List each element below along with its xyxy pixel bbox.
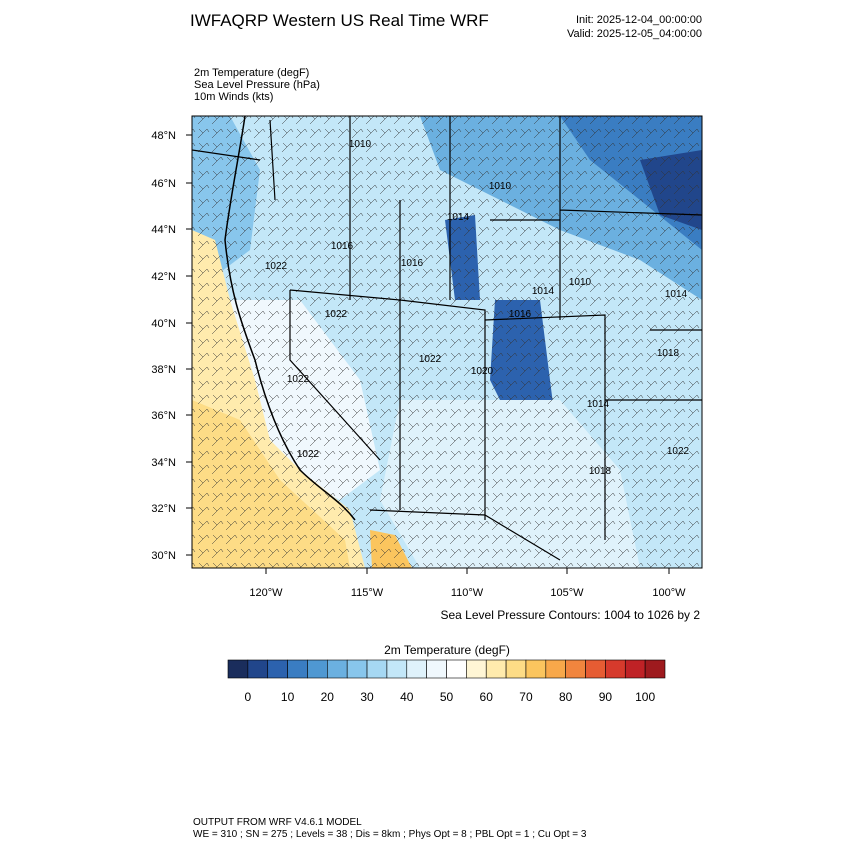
lon-label: 110°W — [451, 587, 484, 599]
colorbar-tick-label: 40 — [400, 690, 414, 704]
color-swatch — [624, 659, 646, 679]
lat-label: 44°N — [151, 224, 176, 236]
colorbar-tick-label: 80 — [559, 690, 573, 704]
contour-note: Sea Level Pressure Contours: 1004 to 102… — [441, 608, 701, 622]
contour-label: 1018 — [589, 466, 612, 477]
colorbar-title: 2m Temperature (degF) — [384, 643, 510, 657]
lon-label: 105°W — [550, 587, 584, 599]
contour-label: 1016 — [509, 309, 532, 320]
map-area — [192, 116, 702, 568]
color-swatch — [525, 659, 547, 679]
lat-label: 46°N — [151, 178, 176, 190]
field-name: 2m Temperature (degF) — [194, 67, 309, 79]
contour-label: 1014 — [587, 399, 610, 410]
lat-label: 42°N — [151, 271, 176, 283]
color-swatch — [605, 659, 626, 679]
valid-time: Valid: 2025-12-05_04:00:00 — [567, 28, 702, 40]
lat-label: 30°N — [151, 550, 176, 562]
contour-label: 1014 — [447, 212, 470, 223]
init-time: Init: 2025-12-04_00:00:00 — [576, 14, 702, 26]
color-swatch — [426, 659, 447, 679]
map-frame — [191, 115, 703, 569]
color-swatch — [565, 659, 586, 679]
contour-label: 1010 — [569, 277, 592, 288]
color-swatch — [307, 659, 328, 679]
color-swatch — [585, 659, 606, 679]
field-list: 2m Temperature (degF)Sea Level Pressure … — [194, 67, 320, 103]
color-swatch — [505, 659, 527, 679]
colorbar-tick-label: 90 — [599, 690, 613, 704]
colorbar-tick-label: 30 — [360, 690, 374, 704]
color-swatch — [327, 659, 348, 679]
color-swatch — [346, 659, 368, 679]
contour-label: 1014 — [665, 289, 688, 300]
color-swatch — [545, 659, 566, 679]
colorbar-tick-label: 60 — [480, 690, 494, 704]
field-name: 10m Winds (kts) — [194, 91, 273, 103]
lat-label: 40°N — [151, 318, 176, 330]
contour-label: 1022 — [667, 446, 690, 457]
lon-label: 115°W — [351, 587, 384, 599]
color-swatch — [267, 659, 288, 679]
color-swatch — [644, 659, 666, 679]
contour-label: 1022 — [297, 449, 320, 460]
field-name: Sea Level Pressure (hPa) — [194, 79, 320, 91]
colorbar-tick-label: 50 — [440, 690, 454, 704]
lon-label: 100°W — [652, 587, 686, 599]
contour-label: 1010 — [349, 139, 372, 150]
color-swatch — [406, 659, 427, 679]
contour-label: 1020 — [471, 366, 494, 377]
lat-label: 36°N — [151, 410, 176, 422]
colorbar-tick-label: 20 — [321, 690, 335, 704]
footer-line2: WE = 310 ; SN = 275 ; Levels = 38 ; Dis … — [193, 829, 587, 840]
colorbar-tick-label: 10 — [281, 690, 295, 704]
contour-label: 1022 — [325, 309, 348, 320]
colorbar-tick-label: 100 — [635, 690, 655, 704]
contour-label: 1022 — [265, 261, 288, 272]
contour-label: 1022 — [287, 374, 310, 385]
lat-label: 48°N — [151, 130, 176, 142]
color-swatch — [466, 659, 487, 679]
color-swatch — [287, 659, 308, 679]
contour-labels: 1010 1010 1014 1016 1022 1016 1010 1014 1014 1022… — [265, 139, 690, 477]
colorbar-tick-label: 70 — [519, 690, 533, 704]
map-axes: 48°N 46°N 44°N 42°N 40°N 38°N 36°N 34°N 32°N 30°N… — [151, 130, 686, 599]
color-swatch — [446, 659, 467, 679]
lat-label: 34°N — [151, 457, 176, 469]
contour-label: 1018 — [657, 348, 680, 359]
colorbar-tick-label: 0 — [245, 690, 252, 704]
color-swatch — [485, 659, 507, 679]
contour-label: 1022 — [419, 354, 442, 365]
lon-label: 120°W — [249, 587, 283, 599]
lat-label: 32°N — [151, 503, 176, 515]
colorbar: 0 10 20 30 40 50 60 70 80 90 100 — [227, 659, 666, 704]
contour-label: 1014 — [532, 286, 555, 297]
title: IWFAQRP Western US Real Time WRF — [190, 11, 489, 30]
color-swatch — [366, 659, 388, 679]
color-swatch — [386, 659, 408, 679]
contour-label: 1010 — [489, 181, 512, 192]
lat-label: 38°N — [151, 364, 176, 376]
contour-label: 1016 — [401, 258, 424, 269]
contour-label: 1016 — [331, 241, 354, 252]
color-swatch — [247, 659, 269, 679]
footer-line1: OUTPUT FROM WRF V4.6.1 MODEL — [193, 817, 362, 828]
color-swatch — [227, 659, 249, 679]
